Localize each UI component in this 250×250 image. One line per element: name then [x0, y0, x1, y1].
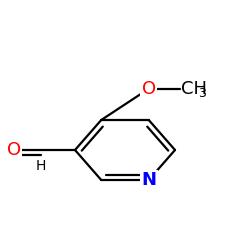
Text: O: O: [142, 80, 156, 98]
Text: H: H: [36, 159, 46, 173]
Text: 3: 3: [198, 87, 206, 100]
Text: N: N: [141, 171, 156, 189]
Text: O: O: [7, 141, 21, 159]
Text: CH: CH: [181, 80, 207, 98]
